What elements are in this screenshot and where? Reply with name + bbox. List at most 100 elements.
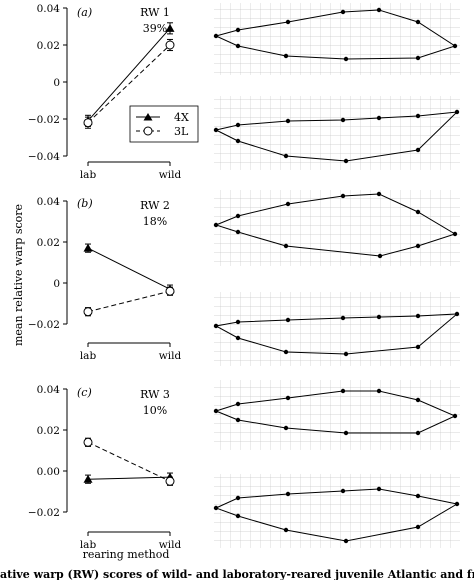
- landmark-point: [415, 55, 421, 61]
- legend-box: [129, 105, 199, 143]
- panel-subtitle: 10%: [143, 404, 167, 417]
- landmark-point: [415, 209, 421, 215]
- landmark-point: [235, 417, 241, 423]
- landmark-point: [452, 231, 458, 237]
- y-axis-label: mean relative warp score: [12, 204, 25, 346]
- landmark-point: [213, 127, 219, 133]
- y-tick-label: 0.04: [37, 196, 61, 208]
- warp-grid-4: [213, 292, 460, 366]
- y-tick-label: 0.00: [37, 466, 60, 478]
- landmark-point: [235, 319, 241, 325]
- panel-label: (a): [77, 6, 92, 19]
- landmark-point: [415, 430, 421, 436]
- series-line-3l: [87, 290, 171, 313]
- landmark-point: [235, 43, 241, 49]
- landmark-point: [340, 388, 346, 394]
- data-point-4x: [83, 243, 93, 252]
- landmark-point: [213, 408, 219, 414]
- landmark-point: [343, 158, 349, 164]
- landmark-point: [415, 344, 421, 350]
- landmark-point: [340, 488, 346, 494]
- landmark-point: [285, 395, 291, 401]
- landmark-point: [343, 56, 349, 62]
- panel-title: RW 1: [140, 6, 170, 19]
- y-tick-label: −0.02: [28, 114, 60, 126]
- series-line-4x: [87, 247, 171, 290]
- warp-grid-2: [213, 96, 460, 170]
- landmark-point: [376, 314, 382, 320]
- warp-grid-5: [213, 380, 460, 450]
- deformation-grid: [214, 3, 460, 75]
- landmark-point: [283, 53, 289, 59]
- landmark-outline: [214, 313, 459, 355]
- landmark-outline: [214, 193, 457, 257]
- series-line-3l: [87, 44, 171, 124]
- landmark-outline: [214, 390, 457, 434]
- data-point-3l: [165, 476, 175, 486]
- series-line-4x: [87, 476, 171, 480]
- landmark-point: [415, 147, 421, 153]
- landmark-point: [213, 33, 219, 39]
- data-point-3l: [165, 40, 175, 50]
- landmark-point: [415, 313, 421, 319]
- landmark-point: [283, 527, 289, 533]
- landmark-point: [213, 323, 219, 329]
- y-tick-label: 0.02: [37, 237, 60, 249]
- landmark-outline: [214, 488, 459, 542]
- data-point-3l: [165, 286, 175, 296]
- landmark-point: [283, 349, 289, 355]
- panel-title: RW 3: [140, 388, 170, 401]
- landmark-point: [213, 505, 219, 511]
- chart-panel-b: 0.04 0.02 0 −0.02 lab wild (b) RW 2 18%: [28, 196, 182, 362]
- series-line-4x: [87, 28, 171, 122]
- x-tick-label: wild: [159, 169, 182, 181]
- data-point-4x: [83, 474, 93, 483]
- warp-grid-6: [213, 474, 460, 548]
- landmark-outline: [214, 111, 459, 162]
- landmark-point: [235, 138, 241, 144]
- x-tick-label: lab: [80, 169, 97, 181]
- landmark-point: [340, 315, 346, 321]
- landmark-point: [377, 253, 383, 259]
- landmark-point: [235, 495, 241, 501]
- landmark-point: [415, 397, 421, 403]
- landmark-point: [376, 191, 382, 197]
- legend: 4X 3L: [129, 105, 199, 143]
- landmark-point: [340, 117, 346, 123]
- landmark-point: [213, 222, 219, 228]
- landmark-point: [235, 27, 241, 33]
- chart-panel-a: 0.04 0.02 0 −0.02 −0.04 lab wild (a) RW 1 39%: [28, 3, 182, 181]
- landmark-point: [452, 413, 458, 419]
- landmark-point: [235, 229, 241, 235]
- landmark-point: [343, 538, 349, 544]
- panel-label: (c): [77, 386, 92, 399]
- landmark-point: [235, 513, 241, 519]
- landmark-point: [415, 243, 421, 249]
- deformation-grid: [214, 190, 460, 266]
- landmark-point: [415, 113, 421, 119]
- landmark-point: [452, 43, 458, 49]
- warp-grid-1: [213, 3, 460, 75]
- deformation-grid: [214, 96, 460, 170]
- deformation-grid: [214, 474, 460, 548]
- landmark-point: [235, 401, 241, 407]
- panel-label: (b): [77, 197, 93, 210]
- legend-3l-label: 3L: [174, 125, 189, 138]
- legend-triangle-marker: [143, 113, 153, 121]
- y-tick-label: 0.04: [37, 3, 61, 15]
- y-tick-label: 0: [53, 77, 60, 89]
- y-tick-label: −0.02: [28, 507, 60, 519]
- x-tick-label: wild: [159, 539, 182, 551]
- data-point-4x: [165, 23, 175, 32]
- landmark-point: [235, 122, 241, 128]
- y-tick-label: 0: [53, 278, 60, 290]
- landmark-point: [343, 351, 349, 357]
- landmark-point: [415, 493, 421, 499]
- x-tick-label: lab: [80, 539, 97, 551]
- landmark-point: [285, 491, 291, 497]
- landmark-outline: [214, 9, 457, 60]
- landmark-point: [454, 311, 460, 317]
- x-axis-label: rearing method: [83, 548, 170, 561]
